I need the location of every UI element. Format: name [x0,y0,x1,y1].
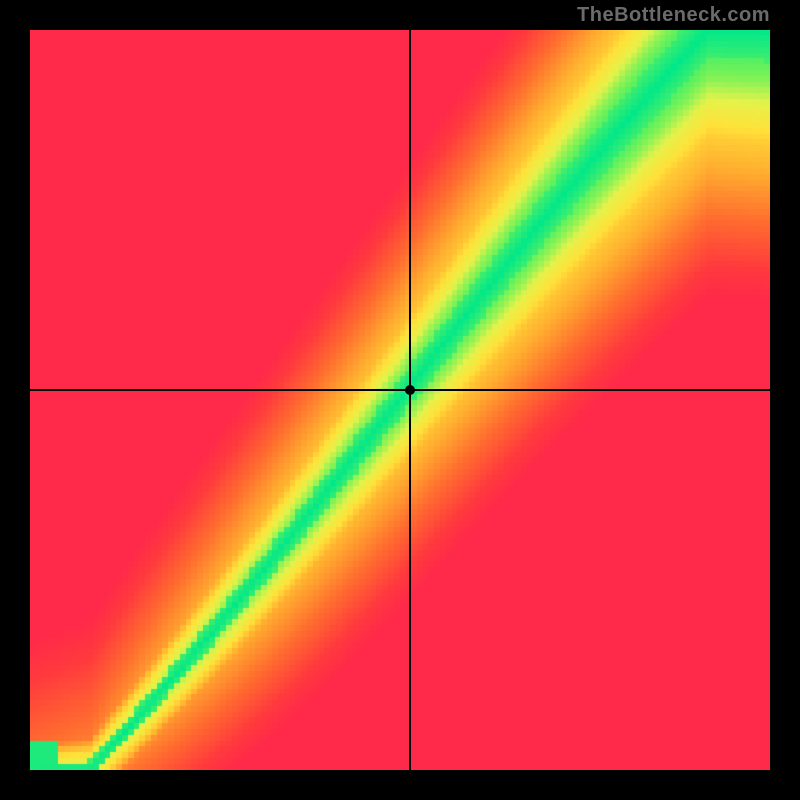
attribution-text: TheBottleneck.com [577,4,770,27]
crosshair-dot [405,385,415,395]
plot-area [30,30,770,770]
crosshair-horizontal [30,389,770,391]
crosshair-vertical [409,30,411,770]
heatmap-canvas [30,30,770,770]
chart-frame: TheBottleneck.com [0,0,800,800]
